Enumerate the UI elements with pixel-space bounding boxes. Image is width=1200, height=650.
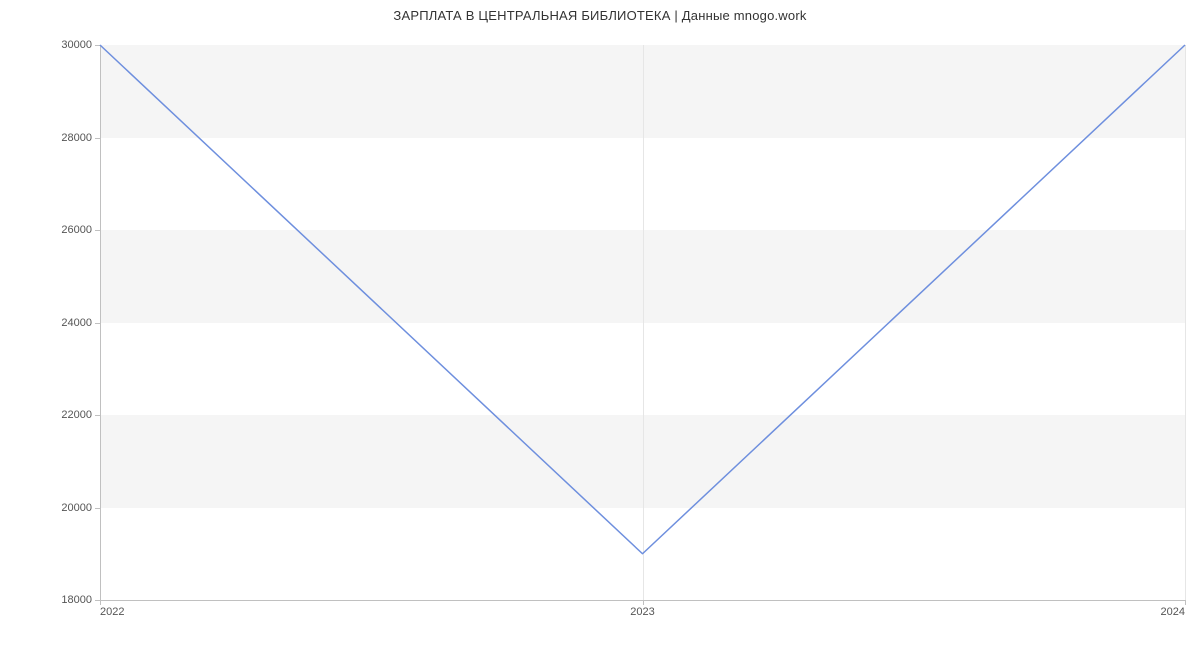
x-tick-label: 2023 <box>630 606 654 618</box>
series-line <box>100 45 1185 554</box>
y-tick-label: 22000 <box>61 409 92 421</box>
x-tick-mark <box>100 600 101 605</box>
x-tick-label: 2024 <box>1161 606 1185 618</box>
chart-title: ЗАРПЛАТА В ЦЕНТРАЛЬНАЯ БИБЛИОТЕКА | Данн… <box>0 8 1200 23</box>
x-gridline <box>1185 45 1186 600</box>
y-tick-label: 18000 <box>61 594 92 606</box>
x-tick-mark <box>1185 600 1186 605</box>
y-tick-label: 30000 <box>61 39 92 51</box>
plot-area: 1800020000220002400026000280003000020222… <box>100 45 1185 600</box>
chart-container: ЗАРПЛАТА В ЦЕНТРАЛЬНАЯ БИБЛИОТЕКА | Данн… <box>0 0 1200 650</box>
series-layer <box>100 45 1185 600</box>
y-tick-label: 28000 <box>61 132 92 144</box>
x-tick-label: 2022 <box>100 606 124 618</box>
y-tick-label: 26000 <box>61 224 92 236</box>
y-tick-label: 20000 <box>61 502 92 514</box>
y-tick-label: 24000 <box>61 317 92 329</box>
x-tick-mark <box>643 600 644 605</box>
